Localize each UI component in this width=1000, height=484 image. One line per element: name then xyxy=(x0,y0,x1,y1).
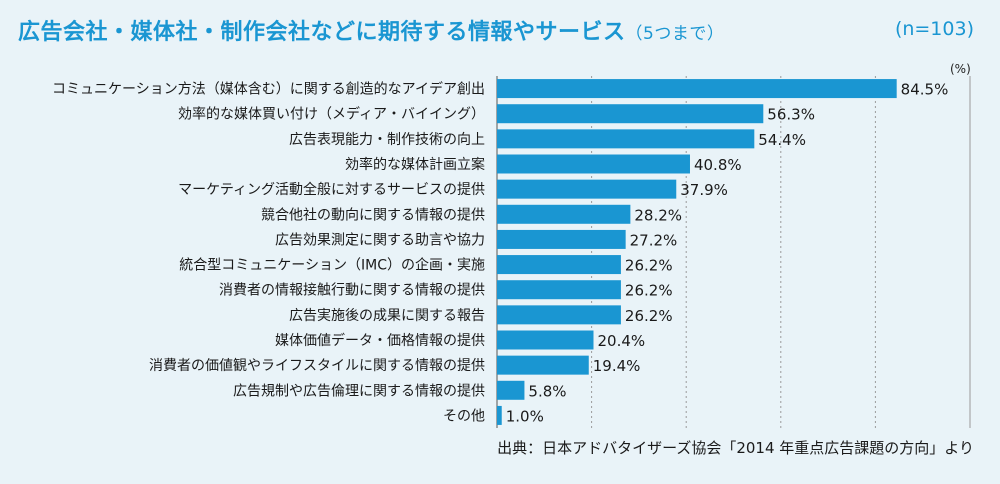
bar xyxy=(497,79,897,99)
value-label: 27.2% xyxy=(630,231,678,249)
category-label: 消費者の情報接触行動に関する情報の提供 xyxy=(219,282,485,299)
category-label: 統合型コミュニケーション（IMC）の企画・実施 xyxy=(179,257,485,274)
value-label: 56.3% xyxy=(767,106,815,124)
bar xyxy=(497,330,594,350)
value-label: 28.2% xyxy=(634,206,682,224)
value-label: 1.0% xyxy=(506,407,544,425)
bar xyxy=(497,229,626,249)
value-label: 19.4% xyxy=(593,357,641,375)
value-label: 26.2% xyxy=(625,282,673,300)
value-label: 37.9% xyxy=(680,181,728,199)
value-label: 26.2% xyxy=(625,307,673,325)
category-label: 効率的な媒体計画立案 xyxy=(345,156,485,173)
bar xyxy=(497,280,621,300)
category-label: 競合他社の動向に関する情報の提供 xyxy=(261,207,485,223)
bars xyxy=(497,79,897,425)
category-label: マーケティング活動全般に対するサービスの提供 xyxy=(178,181,485,198)
category-label: コミュニケーション方法（媒体含む）に関する創造的なアイデア創出 xyxy=(52,81,485,98)
category-label: 媒体価値データ・価格情報の提供 xyxy=(275,332,485,349)
category-label: 広告規制や広告倫理に関する情報の提供 xyxy=(233,383,485,399)
chart-title-text: 広告会社・媒体社・制作会社などに期待する情報やサービス xyxy=(18,20,626,45)
category-label: 消費者の価値観やライフスタイルに関する情報の提供 xyxy=(149,357,485,374)
source-note: 出典：日本アドバタイザーズ協会「2014 年重点広告課題の方向」より xyxy=(497,439,974,457)
category-label: 広告実施後の成果に関する報告 xyxy=(289,308,485,324)
sample-size: (n=103) xyxy=(894,18,974,40)
value-label: 5.8% xyxy=(528,382,566,400)
value-label: 26.2% xyxy=(625,257,673,275)
value-labels: 84.5% 56.3% 54.4% 40.8% 37.9% 28.2% 27.2% 26.2%… xyxy=(506,81,949,426)
value-label: 84.5% xyxy=(901,81,949,99)
bar xyxy=(497,204,631,224)
value-label: 20.4% xyxy=(597,332,645,350)
category-label: 広告効果測定に関する助言や協力 xyxy=(275,232,485,248)
bar xyxy=(497,355,589,375)
bar xyxy=(497,405,502,425)
unit-label: (%) xyxy=(950,62,971,76)
value-label: 54.4% xyxy=(758,131,806,149)
bar xyxy=(497,255,621,275)
bar xyxy=(497,305,621,325)
bar xyxy=(497,154,690,174)
chart-title: 広告会社・媒体社・制作会社などに期待する情報やサービス（5つまで） xyxy=(18,14,724,46)
grid-lines xyxy=(496,76,971,428)
chart-title-note: （5つまで） xyxy=(625,24,725,44)
bar xyxy=(497,129,755,149)
category-labels: コミュニケーション方法（媒体含む）に関する創造的なアイデア創出効率的な媒体買い付… xyxy=(52,81,485,425)
bar xyxy=(497,104,764,124)
value-label: 40.8% xyxy=(694,156,742,174)
bar xyxy=(497,380,525,400)
category-label: その他 xyxy=(443,408,485,424)
bar xyxy=(497,179,677,199)
category-label: 効率的な媒体買い付け（メディア・バイイング） xyxy=(178,106,485,123)
category-label: 広告表現能力・制作技術の向上 xyxy=(289,132,485,148)
